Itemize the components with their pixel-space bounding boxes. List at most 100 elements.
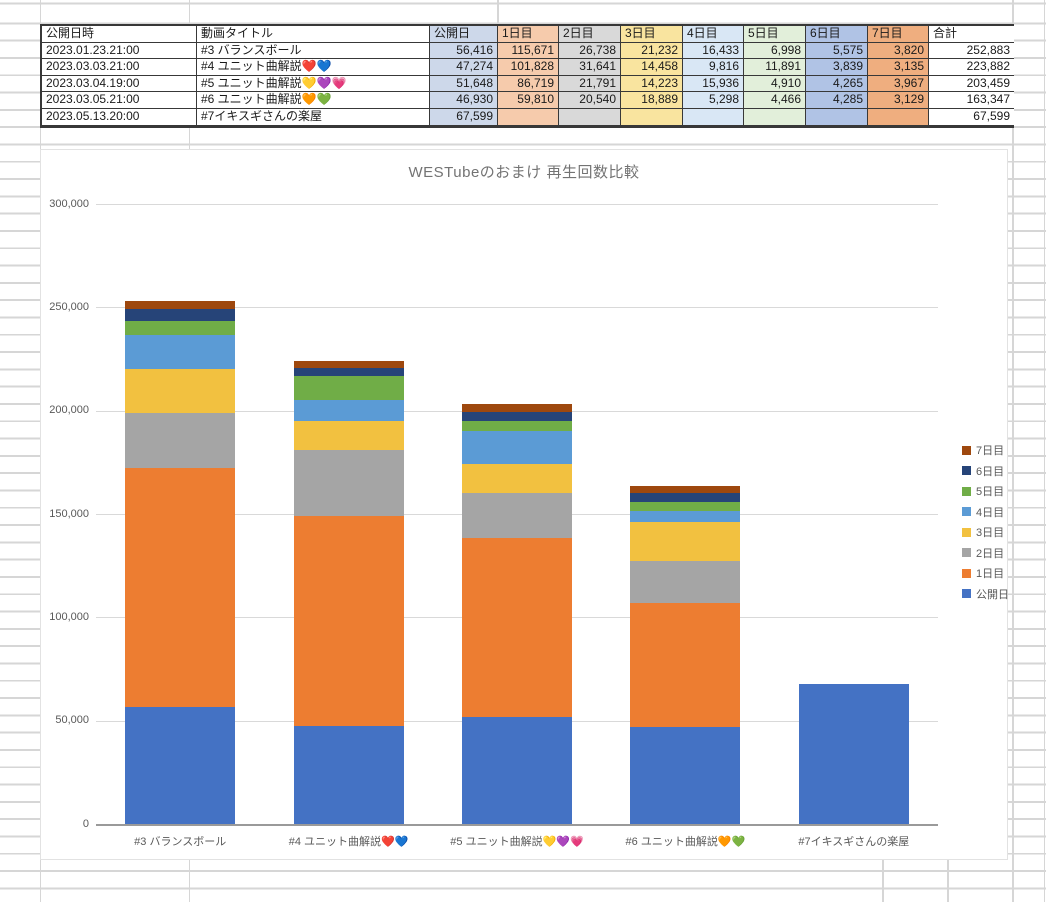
table-cell[interactable]: #7イキスギさんの楽屋 (197, 108, 430, 126)
table-cell[interactable]: 2023.05.13.20:00 (42, 108, 197, 126)
bar-segment-公開日[interactable] (293, 726, 404, 824)
table-cell[interactable] (806, 108, 868, 126)
bar-segment-7日目[interactable] (125, 301, 236, 310)
table-cell[interactable]: 21,791 (559, 75, 621, 93)
table-cell[interactable]: 67,599 (929, 108, 1014, 126)
table-cell[interactable]: 16,433 (683, 42, 744, 60)
table-header-cell[interactable]: 1日目 (498, 26, 559, 43)
table-cell[interactable]: 3,129 (868, 92, 929, 109)
bar-segment-3日目[interactable] (293, 420, 404, 451)
table-cell[interactable]: 252,883 (929, 42, 1014, 60)
table-cell[interactable] (559, 108, 621, 126)
bar-segment-3日目[interactable] (125, 369, 236, 414)
legend-item-1日目[interactable]: 1日目 (962, 563, 1009, 584)
table-cell[interactable]: 3,135 (868, 59, 929, 76)
bar-segment-公開日[interactable] (630, 727, 741, 824)
table-cell[interactable]: #4 ユニット曲解説❤️💙 (197, 59, 430, 76)
table-header-cell[interactable]: 公開日 (430, 26, 498, 43)
table-cell[interactable]: 56,416 (430, 42, 498, 60)
legend-item-7日目[interactable]: 7日目 (962, 440, 1009, 461)
table-cell[interactable]: 4,910 (744, 75, 806, 93)
chart-panel[interactable]: WESTubeのおまけ 再生回数比較 0 50,000 100,000 150,000… (40, 149, 1009, 860)
table-header-cell[interactable]: 動画タイトル (197, 26, 430, 43)
bar-segment-4日目[interactable] (125, 335, 236, 370)
legend-item-公開日[interactable]: 公開日 (962, 584, 1009, 605)
table-cell[interactable]: 11,891 (744, 59, 806, 76)
bar-segment-1日目[interactable] (630, 603, 741, 727)
legend-item-3日目[interactable]: 3日目 (962, 522, 1009, 543)
bar-segment-4日目[interactable] (293, 400, 404, 421)
bar-segment-6日目[interactable] (125, 309, 236, 321)
table-header-cell[interactable]: 合計 (929, 26, 1014, 43)
table-cell[interactable]: 2023.01.23.21:00 (42, 42, 197, 60)
table-cell[interactable]: 115,671 (498, 42, 559, 60)
bar-segment-4日目[interactable] (630, 510, 741, 522)
table-cell[interactable]: 31,641 (559, 59, 621, 76)
table-cell[interactable]: 4,466 (744, 92, 806, 109)
table-cell[interactable]: 4,265 (806, 75, 868, 93)
bar-segment-1日目[interactable] (462, 538, 572, 718)
table-cell[interactable]: 9,816 (683, 59, 744, 76)
table-cell[interactable]: 46,930 (430, 92, 498, 109)
table-cell[interactable]: 67,599 (430, 108, 498, 126)
legend-item-2日目[interactable]: 2日目 (962, 543, 1009, 564)
bar-segment-6日目[interactable] (630, 492, 741, 502)
table-cell[interactable]: 20,540 (559, 92, 621, 109)
table-cell[interactable]: #5 ユニット曲解説💛💜💗 (197, 75, 430, 93)
bar-segment-5日目[interactable] (630, 501, 741, 511)
legend-item-6日目[interactable]: 6日目 (962, 461, 1009, 482)
table-cell[interactable]: 14,458 (621, 59, 683, 76)
table-cell[interactable]: 6,998 (744, 42, 806, 60)
table-cell[interactable] (683, 108, 744, 126)
bar-segment-2日目[interactable] (462, 493, 572, 539)
bar-segment-3日目[interactable] (462, 463, 572, 493)
table-cell[interactable] (498, 108, 559, 126)
table-header-cell[interactable]: 7日目 (868, 26, 929, 43)
table-cell[interactable] (868, 108, 929, 126)
bar-segment-7日目[interactable] (293, 361, 404, 368)
table-cell[interactable]: 15,936 (683, 75, 744, 93)
table-cell[interactable]: 203,459 (929, 75, 1014, 93)
bar-segment-6日目[interactable] (293, 367, 404, 376)
table-cell[interactable]: 223,882 (929, 59, 1014, 76)
table-cell[interactable]: 26,738 (559, 42, 621, 60)
table-header-cell[interactable]: 5日目 (744, 26, 806, 43)
legend-item-5日目[interactable]: 5日目 (962, 481, 1009, 502)
bar-segment-2日目[interactable] (293, 450, 404, 516)
bar-segment-5日目[interactable] (293, 375, 404, 401)
legend-item-4日目[interactable]: 4日目 (962, 502, 1009, 523)
table-cell[interactable]: 21,232 (621, 42, 683, 60)
table-cell[interactable]: 3,839 (806, 59, 868, 76)
table-cell[interactable] (744, 108, 806, 126)
table-cell[interactable]: 18,889 (621, 92, 683, 109)
table-cell[interactable]: 4,285 (806, 92, 868, 109)
bar-segment-3日目[interactable] (630, 521, 741, 561)
table-header-cell[interactable]: 公開日時 (42, 26, 197, 43)
table-cell[interactable]: 3,967 (868, 75, 929, 93)
bar-segment-7日目[interactable] (630, 486, 741, 493)
bar-segment-7日目[interactable] (462, 403, 572, 412)
table-cell[interactable]: 2023.03.03.21:00 (42, 59, 197, 76)
bar-segment-公開日[interactable] (125, 707, 236, 824)
table-cell[interactable]: 2023.03.05.21:00 (42, 92, 197, 109)
table-header-cell[interactable]: 4日目 (683, 26, 744, 43)
table-cell[interactable]: 163,347 (929, 92, 1014, 109)
bar-segment-2日目[interactable] (125, 413, 236, 469)
table-cell[interactable]: 14,223 (621, 75, 683, 93)
bar-segment-公開日[interactable] (798, 684, 909, 824)
table-header-cell[interactable]: 3日目 (621, 26, 683, 43)
bar-segment-1日目[interactable] (125, 468, 236, 708)
bar-segment-5日目[interactable] (462, 420, 572, 431)
table-cell[interactable]: #6 ユニット曲解説🧡💚 (197, 92, 430, 109)
bar-segment-6日目[interactable] (462, 411, 572, 421)
table-cell[interactable]: 59,810 (498, 92, 559, 109)
table-cell[interactable]: 51,648 (430, 75, 498, 93)
table-header-cell[interactable]: 2日目 (559, 26, 621, 43)
table-cell[interactable]: 101,828 (498, 59, 559, 76)
table-cell[interactable] (621, 108, 683, 126)
bar-segment-5日目[interactable] (125, 320, 236, 336)
table-cell[interactable]: 86,719 (498, 75, 559, 93)
table-cell[interactable]: 2023.03.04.19:00 (42, 75, 197, 93)
bar-segment-2日目[interactable] (630, 560, 741, 604)
bar-segment-4日目[interactable] (462, 430, 572, 464)
